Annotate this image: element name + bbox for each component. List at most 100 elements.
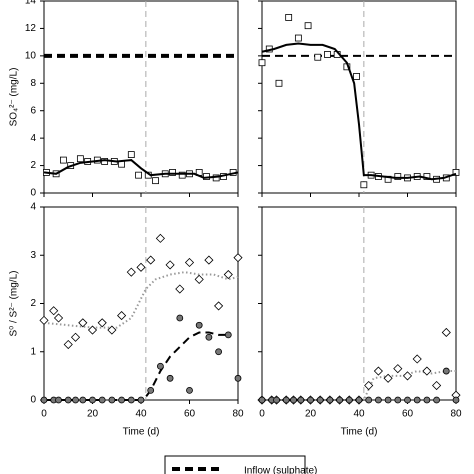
point: [147, 386, 155, 394]
point: [307, 396, 314, 404]
point: [146, 255, 156, 265]
point: [70, 332, 81, 342]
y-tick-label: 1: [30, 346, 36, 357]
point: [412, 354, 422, 364]
y-tick-label: 0: [30, 188, 36, 199]
point: [108, 396, 116, 404]
point: [137, 396, 145, 404]
x-axis-label: Time (d): [341, 427, 378, 438]
point: [394, 173, 402, 180]
plot-frame: [43, 206, 239, 401]
x-tick-label: 60: [402, 409, 414, 420]
plot-frame: [261, 0, 457, 194]
point: [374, 396, 382, 404]
point: [155, 233, 165, 243]
point: [87, 325, 98, 335]
point: [285, 14, 293, 21]
point: [297, 396, 305, 404]
point: [127, 396, 135, 404]
point: [402, 371, 413, 381]
point: [394, 396, 402, 404]
x-tick-label: 80: [232, 409, 244, 420]
y-axis-label: SO₄²⁻ (mg/L): [9, 68, 20, 127]
point: [373, 366, 383, 376]
point: [353, 73, 360, 80]
y-tick-label: 6: [30, 105, 36, 116]
y-tick-label: 12: [25, 23, 37, 34]
series-line: [261, 42, 457, 181]
point: [282, 396, 290, 404]
point: [53, 313, 64, 323]
point: [107, 325, 117, 335]
point: [78, 318, 88, 328]
point: [39, 315, 49, 325]
point: [433, 396, 441, 404]
point: [413, 396, 421, 404]
point: [233, 253, 243, 263]
x-tick-label: 80: [450, 409, 462, 420]
point: [127, 151, 135, 159]
point: [452, 396, 460, 404]
point: [304, 22, 312, 30]
x-tick-label: 20: [87, 409, 99, 420]
y-tick-label: 14: [25, 0, 37, 7]
legend-label: Inflow (sulphate): [244, 466, 317, 474]
point: [324, 51, 331, 58]
x-axis-label: Time (d): [123, 427, 160, 438]
point: [316, 396, 324, 404]
point: [72, 396, 79, 404]
point: [184, 257, 195, 268]
point: [326, 396, 334, 404]
y-tick-label: 4: [30, 202, 36, 213]
point: [384, 396, 392, 404]
point: [64, 396, 72, 404]
point: [452, 169, 460, 176]
x-tick-label: 40: [135, 409, 147, 420]
point: [355, 396, 363, 404]
y-tick-label: 4: [30, 133, 36, 144]
y-tick-label: 2: [30, 298, 36, 309]
point: [165, 260, 175, 270]
point: [135, 171, 142, 179]
point: [336, 396, 344, 404]
point: [214, 301, 224, 311]
point: [101, 158, 109, 165]
y-tick-label: 8: [30, 78, 36, 89]
point: [432, 380, 442, 391]
point: [175, 284, 185, 294]
point: [186, 386, 193, 394]
point: [422, 366, 432, 376]
series-line: [43, 271, 239, 329]
point: [442, 367, 450, 375]
point: [205, 333, 213, 341]
y-axis-label: S⁰ / S²⁻ (mg/L): [9, 271, 20, 337]
point: [223, 269, 233, 280]
point: [258, 396, 266, 404]
y-tick-label: 10: [25, 50, 37, 61]
point: [89, 396, 96, 404]
point: [383, 373, 393, 383]
point: [79, 396, 87, 404]
point: [404, 396, 411, 404]
point: [176, 314, 184, 322]
point: [63, 339, 73, 350]
point: [224, 331, 232, 339]
point: [258, 59, 266, 67]
point: [294, 34, 302, 42]
x-tick-label: 0: [41, 409, 47, 420]
point: [290, 396, 297, 404]
x-tick-label: 40: [353, 409, 365, 420]
point: [169, 169, 176, 176]
point: [441, 327, 451, 338]
point: [194, 274, 204, 284]
point: [423, 396, 431, 404]
point: [204, 255, 214, 265]
point: [152, 177, 159, 185]
point: [195, 321, 203, 329]
point: [393, 364, 403, 374]
series-line: [43, 159, 239, 179]
point: [234, 374, 242, 382]
point: [60, 156, 67, 164]
y-tick-label: 3: [30, 250, 36, 261]
